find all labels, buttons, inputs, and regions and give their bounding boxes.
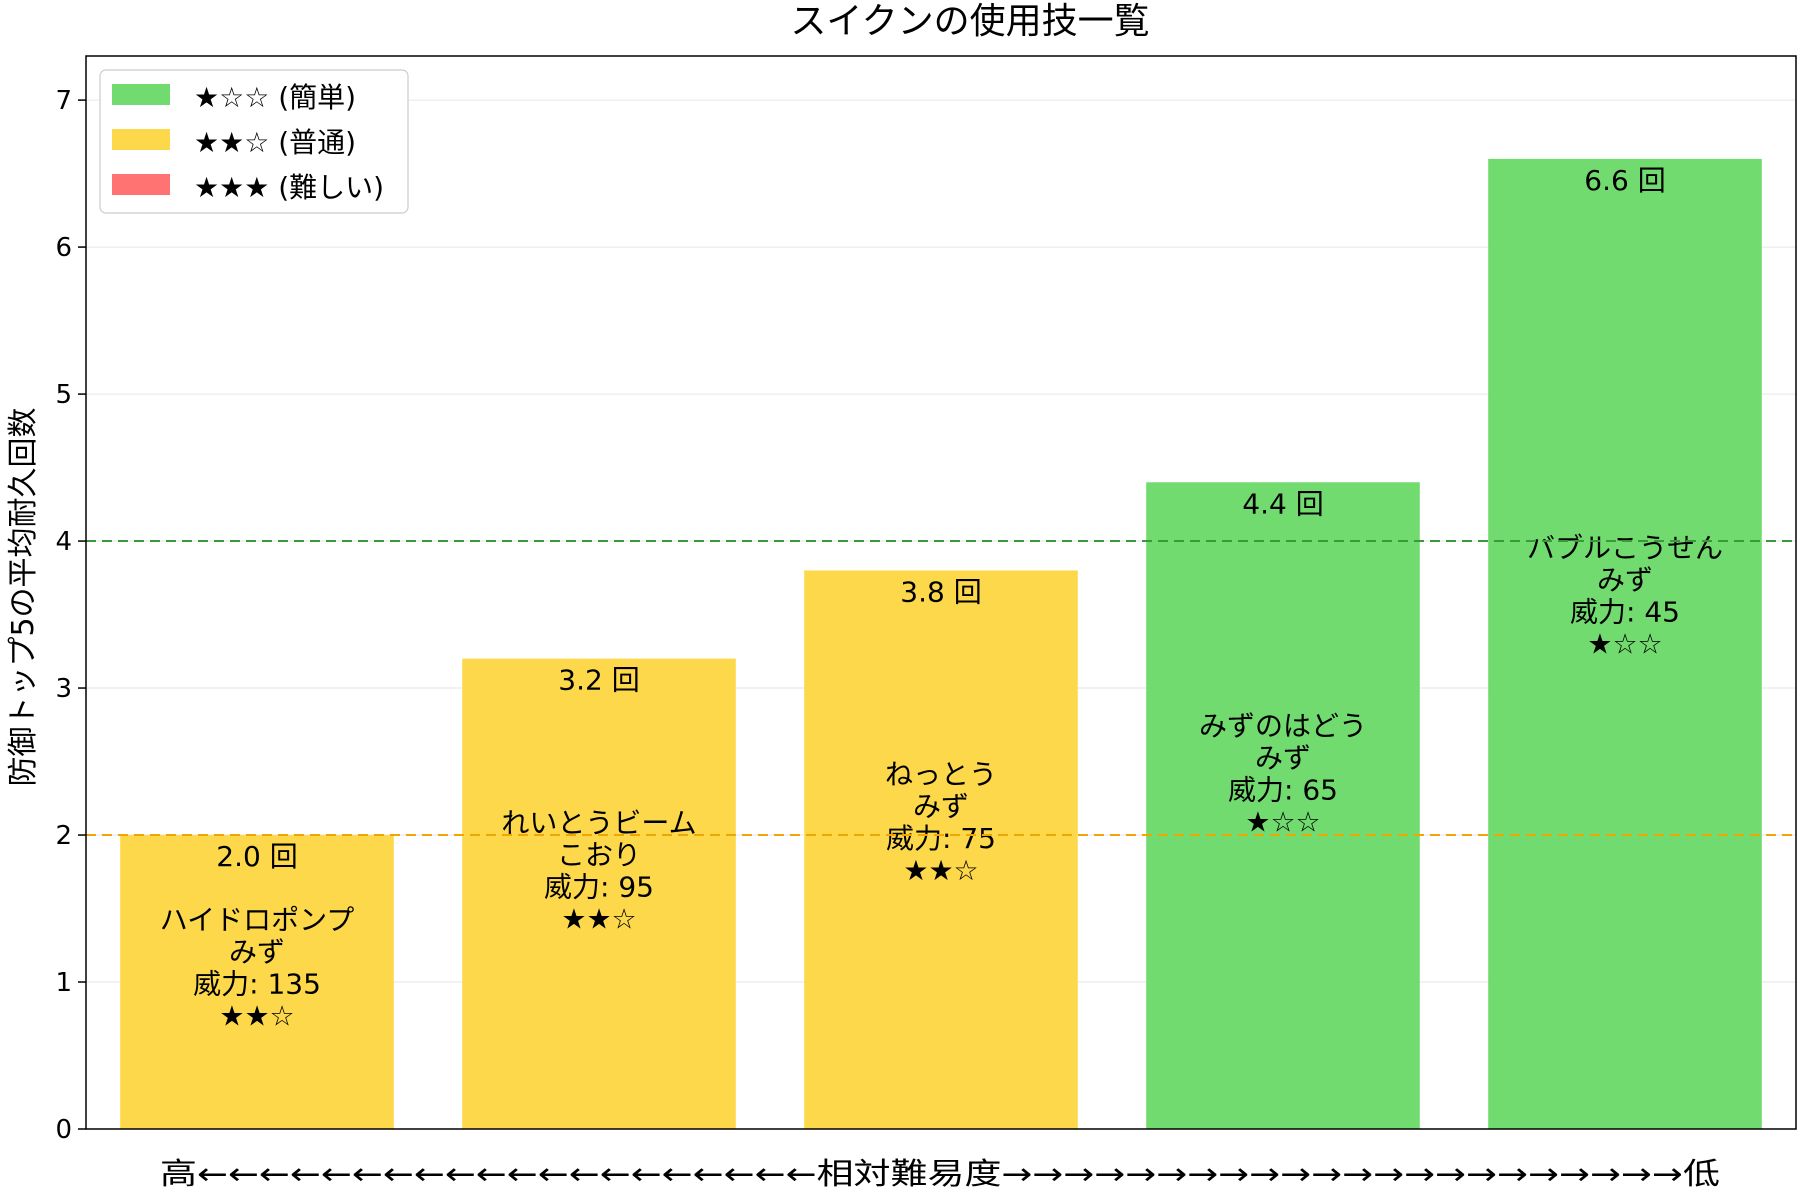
y-tick-label: 0 [55, 1115, 72, 1145]
y-tick-label: 5 [55, 380, 72, 410]
bar-move-power: 威力: 45 [1570, 595, 1680, 628]
bar-move-name: ハイドロポンプ [160, 903, 355, 936]
bar [1146, 482, 1420, 1130]
y-axis: 0 1 2 3 4 5 6 7 [55, 86, 86, 1145]
bar [1488, 158, 1762, 1130]
bar-difficulty-stars: ★★☆ [561, 902, 636, 935]
bar [462, 658, 736, 1129]
bar-move-type: こおり [557, 838, 641, 871]
bar-move-type: みず [1597, 563, 1653, 596]
bar-move-name: みずのはどう [1199, 709, 1367, 742]
y-tick-label: 7 [55, 86, 72, 116]
legend: ★☆☆ (簡単) ★★☆ (普通) ★★★ (難しい) [99, 69, 409, 214]
bar-move-type: みず [913, 790, 969, 823]
bar-move-type: みず [229, 935, 285, 968]
bar-value-label: 2.0 回 [216, 840, 297, 873]
bar [120, 835, 394, 1129]
chart-title: スイクンの使用技一覧 [790, 1, 1149, 42]
bar-move-power: 威力: 135 [193, 967, 321, 1000]
bar-move-power: 威力: 65 [1228, 773, 1338, 806]
plot-frame [85, 55, 1797, 1130]
y-tick-label: 4 [55, 527, 72, 557]
bar-difficulty-stars: ★★☆ [219, 999, 294, 1032]
legend-label: ★☆☆ (簡単) [194, 81, 356, 114]
x-axis-label: 高←←←←←←←←←←←←←←←←←←←←相対難易度→→→→→→→→→→→→→→… [160, 1157, 1720, 1192]
bar-move-power: 威力: 75 [886, 822, 996, 855]
legend-swatch [112, 174, 170, 195]
bar-move-power: 威力: 95 [544, 870, 654, 903]
bar-move-name: れいとうビーム [501, 806, 696, 839]
y-tick-label: 6 [55, 233, 72, 263]
y-tick-label: 2 [55, 821, 72, 851]
y-tick-label: 3 [55, 674, 72, 704]
reference-lines [86, 540, 1796, 837]
bar-move-name: ねっとう [885, 758, 997, 791]
bar-value-label: 3.2 回 [558, 664, 639, 697]
bar-value-label: 4.4 回 [1242, 487, 1323, 520]
bar-difficulty-stars: ★☆☆ [1245, 805, 1320, 838]
bar-move-name: バブルこうせん [1527, 531, 1723, 564]
legend-label: ★★★ (難しい) [194, 171, 384, 204]
legend-swatch [112, 84, 170, 105]
bar-move-type: みず [1255, 741, 1311, 774]
bar [804, 570, 1078, 1129]
bar-value-label: 3.8 回 [900, 575, 981, 608]
legend-label: ★★☆ (普通) [194, 126, 356, 159]
legend-box [99, 69, 409, 214]
bar-difficulty-stars: ★☆☆ [1587, 627, 1662, 660]
legend-swatch [112, 129, 170, 150]
y-axis-label: 防御トップ5の平均耐久回数 [6, 407, 41, 786]
bar-difficulty-stars: ★★☆ [903, 854, 978, 887]
bar-value-label: 6.6 回 [1584, 164, 1665, 197]
y-tick-label: 1 [55, 968, 72, 998]
